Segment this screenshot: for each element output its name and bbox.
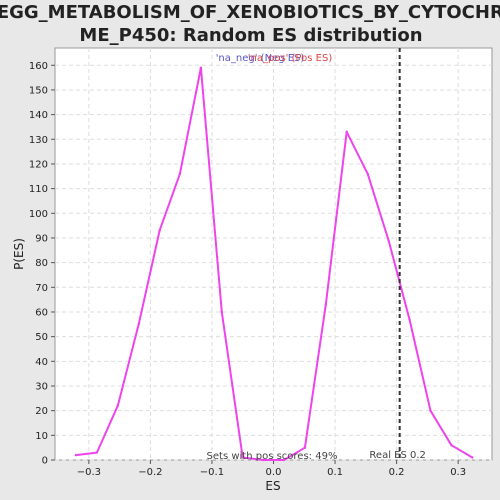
x-tick-label: 0.0	[266, 467, 282, 478]
y-tick-label: 90	[35, 233, 48, 244]
y-tick-label: 140	[29, 110, 48, 121]
data-point	[387, 239, 390, 242]
grid-lines	[55, 48, 492, 461]
data-point	[450, 443, 453, 447]
y-tick-label: 110	[29, 184, 48, 195]
legend-entry-pos: 'na_pos' (Pos ES)	[248, 53, 333, 64]
data-point	[429, 409, 432, 412]
es-distribution-line	[75, 66, 473, 461]
y-tick-label: 130	[29, 135, 48, 146]
y-axis-label: P(ES)	[12, 238, 26, 270]
y-tick-label: 10	[35, 431, 48, 442]
data-point	[199, 66, 203, 69]
data-point	[74, 453, 78, 457]
y-tick-label: 20	[35, 406, 48, 417]
data-point	[178, 172, 182, 176]
y-tick-label: 70	[35, 283, 48, 294]
data-point	[282, 458, 286, 462]
data-point	[324, 303, 328, 306]
y-tick-label: 80	[35, 258, 48, 269]
y-tick-label: 0	[42, 456, 48, 467]
x-tick-label: 0.2	[389, 467, 405, 478]
reference-line-layer: Real ES 0.2	[369, 48, 426, 461]
series-layer	[74, 66, 474, 462]
data-point	[408, 318, 411, 321]
data-point	[261, 458, 265, 462]
x-tick-label: −0.3	[77, 467, 101, 478]
y-tick-label: 120	[29, 159, 48, 170]
legend: 'na_neg' (Neg ES)'na_pos' (Pos ES)	[216, 53, 333, 64]
data-point	[158, 229, 161, 232]
data-point	[116, 404, 119, 407]
y-tick-label: 100	[29, 209, 48, 220]
data-point	[95, 451, 99, 454]
y-tick-label: 150	[29, 85, 48, 96]
data-point	[471, 456, 474, 459]
y-tick-label: 30	[35, 381, 48, 392]
data-point	[241, 456, 244, 459]
x-axis-ticks: −0.3 −0.2 −0.1 0.0 0.1 0.2 0.3	[77, 460, 466, 478]
chart-title-line-1: KEGG_METABOLISM_OF_XENOBIOTICS_BY_CYTOCH…	[0, 2, 500, 23]
y-tick-label: 50	[35, 332, 48, 343]
data-point	[137, 323, 140, 326]
data-point	[345, 130, 348, 134]
data-point	[366, 172, 369, 176]
y-tick-label: 160	[29, 61, 48, 72]
x-tick-label: −0.1	[200, 467, 224, 478]
x-axis-label: ES	[265, 479, 280, 493]
x-tick-label: −0.2	[138, 467, 162, 478]
data-point	[303, 446, 307, 449]
x-tick-label: 0.3	[450, 467, 466, 478]
data-point	[220, 310, 223, 314]
real-es-label: Real ES 0.2	[369, 450, 425, 461]
y-tick-label: 60	[35, 307, 48, 318]
y-tick-label: 40	[35, 357, 48, 368]
chart-title-line-2: ME_P450: Random ES distribution	[79, 25, 422, 46]
y-axis-ticks: 0 10 20 30 40 50 60 70 80 90 100 110 120 130 140 150 160	[29, 61, 55, 467]
x-tick-label: 0.1	[327, 467, 343, 478]
pos-scores-annotation: Sets with pos scores: 49%	[207, 451, 338, 462]
legend-entry-neg: 'na_neg' (Neg ES)	[216, 53, 305, 64]
